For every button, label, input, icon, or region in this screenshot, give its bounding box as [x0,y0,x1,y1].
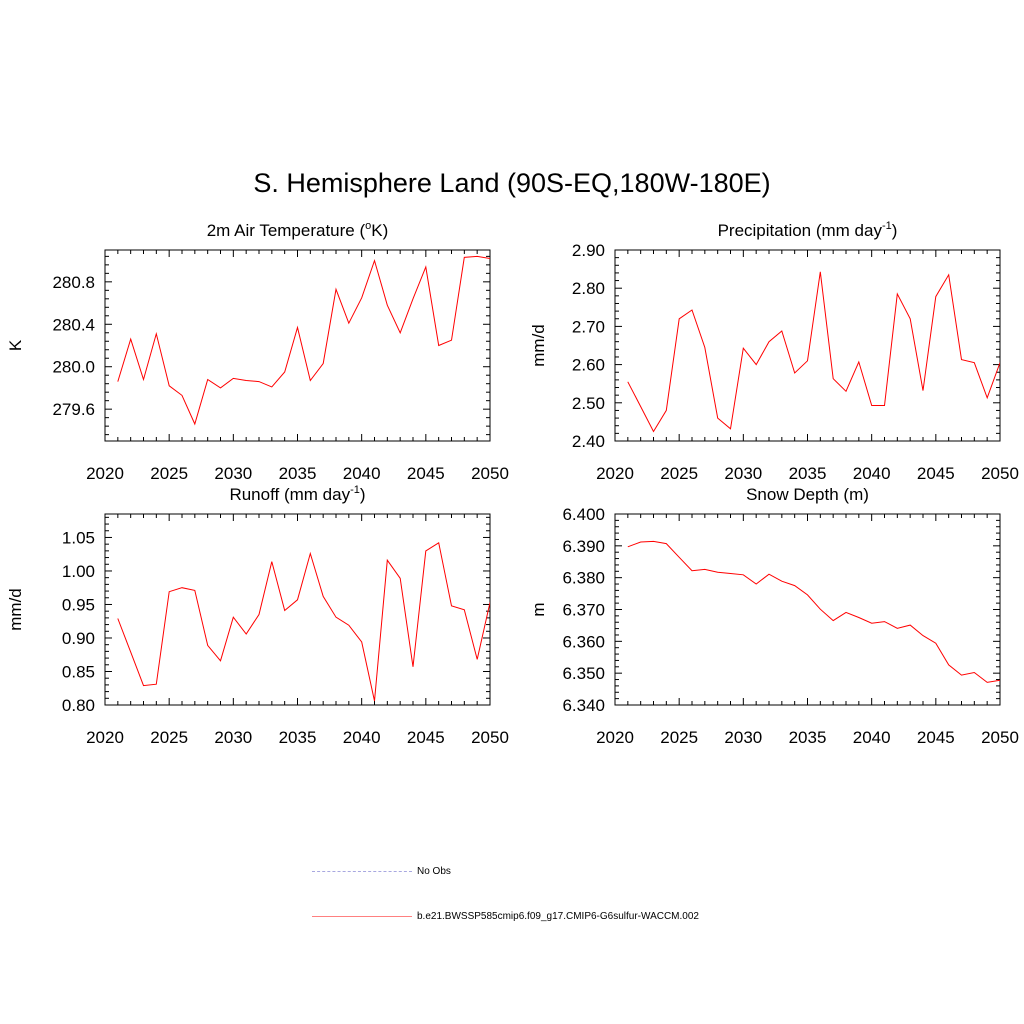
series-line [117,255,490,426]
y-tick-label: 280.0 [52,358,95,377]
plot-frame [104,513,491,706]
x-tick-label: 2030 [724,464,762,483]
x-tick-label: 2030 [214,464,252,483]
x-tick-label: 2025 [150,464,188,483]
y-tick-label: 0.85 [62,662,95,681]
y-tick-label: 279.6 [52,400,95,419]
y-axis-label: K [6,339,25,351]
x-tick-label: 2030 [214,728,252,747]
panel-title-text: ) [360,485,366,504]
panel-title: 2m Air Temperature (oK) [207,220,389,240]
y-tick-label: 2.90 [572,241,605,260]
y-axis-label: mm/d [6,588,25,631]
x-tick-label: 2030 [724,728,762,747]
panel-title-text: Runoff (mm day [229,485,350,504]
x-tick-label: 2025 [150,728,188,747]
panel-runoff: 2020 2025 2030 2035 2040 2045 2050 0.80 0.85 0.90… [6,484,509,747]
y-tick-label: 1.00 [62,562,95,581]
figure-title: S. Hemisphere Land (90S-EQ,180W-180E) [253,168,771,198]
x-tick-label: 2040 [343,464,381,483]
y-axis-label: m [529,602,548,616]
y-tick-label: 2.50 [572,394,605,413]
plot-frame [104,249,491,442]
plot-frame [614,249,1001,442]
y-tick-label: 6.400 [562,505,605,524]
panel-title-text: 2m Air Temperature ( [207,221,366,240]
series-line [117,541,490,702]
plot-frame [614,513,1001,706]
y-tick-label: 280.4 [52,315,95,334]
x-tick-label: 2040 [853,728,891,747]
x-tick-label: 2050 [471,728,509,747]
y-axis-label: mm/d [529,324,548,367]
y-tick-label: 2.60 [572,356,605,375]
panel-title-text: K) [371,221,388,240]
legend-label: No Obs [417,866,451,877]
series-line [627,540,1000,683]
panel-title-text: Snow Depth (m) [746,485,869,504]
x-tick-label: 2035 [789,728,827,747]
panel-title-superscript: -1 [882,220,892,232]
x-tick-label: 2020 [596,728,634,747]
y-tick-label: 6.390 [562,537,605,556]
x-tick-label: 2045 [407,728,445,747]
x-tick-label: 2040 [853,464,891,483]
panel-precipitation: 2020 2025 2030 2035 2040 2045 2050 2.40 2.50 2.60… [529,220,1019,483]
x-tick-label: 2035 [789,464,827,483]
legend-label: b.e21.BWSSP585cmip6.f09_g17.CMIP6-G6sulf… [417,911,699,922]
panel-title: Snow Depth (m) [746,485,869,504]
series-line [627,271,1000,433]
x-tick-label: 2025 [660,464,698,483]
panel-title-superscript: o [365,220,371,232]
panel-title: Runoff (mm day-1) [229,484,365,504]
x-tick-label: 2050 [981,464,1019,483]
panel-title-text: Precipitation (mm day [718,221,883,240]
panel-title: Precipitation (mm day-1) [718,220,898,240]
y-tick-label: 0.95 [62,595,95,614]
y-tick-label: 0.90 [62,629,95,648]
x-tick-label: 2045 [917,728,955,747]
panel-snow-depth: 2020 2025 2030 2035 2040 2045 2050 6.340 6.350 6.… [529,485,1019,747]
x-tick-label: 2020 [86,728,124,747]
y-tick-label: 280.8 [52,273,95,292]
x-tick-label: 2035 [279,728,317,747]
x-tick-label: 2045 [407,464,445,483]
panel-title-text: ) [892,221,898,240]
y-tick-label: 6.360 [562,632,605,651]
y-tick-label: 1.05 [62,528,95,547]
y-tick-label: 6.350 [562,664,605,683]
x-tick-label: 2045 [917,464,955,483]
x-tick-label: 2020 [596,464,634,483]
x-tick-label: 2035 [279,464,317,483]
x-tick-label: 2050 [981,728,1019,747]
y-tick-label: 6.340 [562,696,605,715]
legend-swatch-dashed [312,871,412,872]
y-tick-label: 2.40 [572,432,605,451]
legend-swatch-solid [312,916,412,917]
y-tick-label: 2.70 [572,317,605,336]
x-tick-label: 2040 [343,728,381,747]
panel-air-temperature: 2020 2025 2030 2035 2040 2045 2050 279.6 280.0 28… [6,220,509,483]
y-tick-label: 6.370 [562,601,605,620]
panel-title-superscript: -1 [350,484,360,496]
y-tick-label: 2.80 [572,279,605,298]
y-tick-label: 6.380 [562,569,605,588]
y-tick-label: 0.80 [62,696,95,715]
x-tick-label: 2050 [471,464,509,483]
x-tick-label: 2025 [660,728,698,747]
x-tick-label: 2020 [86,464,124,483]
